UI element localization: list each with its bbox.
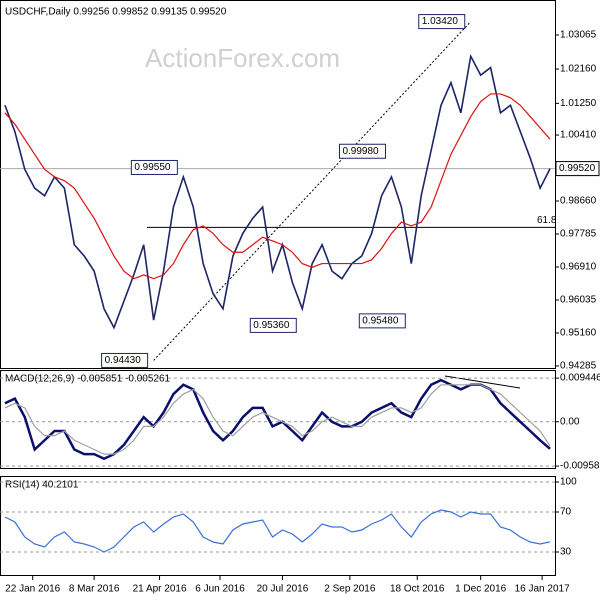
annotation-box [358,313,406,329]
y-tick-label: 1.01250 [560,98,597,109]
y-tick-label: 70 [560,507,572,518]
annotation-label: 0.95480 [362,316,399,327]
series-line [4,53,551,330]
x-tick-label: 6 Jun 2016 [195,584,245,595]
watermark: ActionForex.com [145,43,340,73]
annotation-box [101,352,149,368]
trend-line [153,21,472,361]
x-tick-label: 20 Jul 2016 [257,584,309,595]
series-line [4,93,551,280]
y-tick-label: 0.98660 [560,196,597,207]
y-tick-label: 0.009446 [560,373,600,384]
fib-label: 61.8 [537,215,557,226]
last-price-box [555,161,600,177]
annotation-label: 0.95360 [253,320,290,331]
annotation-label: 0.94430 [105,355,142,366]
x-tick-label: 22 Jan 2016 [5,584,60,595]
y-tick-label: 0.97785 [560,229,597,240]
x-tick-label: 21 Apr 2016 [133,584,187,595]
x-tick-label: 18 Oct 2016 [390,584,445,595]
y-tick-label: 1.00410 [560,130,597,141]
price-panel [0,0,556,369]
annotation-label: 0.99550 [134,162,171,173]
macd-panel [0,370,556,469]
x-tick-label: 1 Dec 2016 [455,584,507,595]
y-tick-label: 0.00 [560,416,580,427]
macd-title: MACD(12,26,9) -0.005851 -0.005261 [5,374,171,385]
last-price-label: 0.99520 [559,163,596,174]
y-tick-label: 0.95160 [560,328,597,339]
y-tick-label: 0.94285 [560,361,597,372]
x-tick-label: 2 Sep 2016 [324,584,376,595]
y-tick-label: 100 [560,477,577,488]
annotation-box [249,317,297,333]
y-tick-label: 1.02160 [560,64,597,75]
x-tick-label: 8 Mar 2016 [69,584,120,595]
annotation-label: 0.99980 [342,146,379,157]
y-tick-label: 0.96035 [560,295,597,306]
y-tick-label: 1.03065 [560,30,597,41]
chart-title: USDCHF,Daily 0.99256 0.99852 0.99135 0.9… [5,7,227,18]
series-line [4,509,551,553]
series-line [4,384,551,455]
annotation-label: 1.03420 [422,16,459,27]
series-line [4,378,551,461]
y-tick-label: 0.96910 [560,262,597,273]
annotation-box [130,159,178,175]
rsi-panel [0,476,556,576]
annotation-box [338,143,386,159]
y-tick-label: 30 [560,547,572,558]
y-tick-label: -0.009588 [560,461,600,472]
rsi-title: RSI(14) 40.2101 [5,480,79,491]
annotation-box [418,14,466,30]
x-tick-label: 16 Jan 2017 [515,584,570,595]
